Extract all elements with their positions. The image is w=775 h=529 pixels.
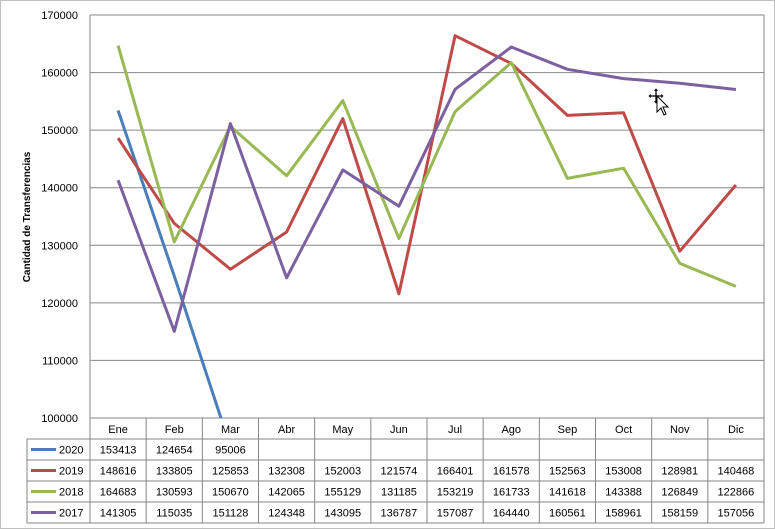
y-tick-label: 140000 [41, 183, 78, 195]
data-cell: 164440 [493, 508, 530, 520]
y-tick-label: 170000 [41, 10, 78, 22]
data-cell: 164683 [100, 487, 137, 499]
move-cursor-icon [647, 87, 670, 116]
data-cell: 133805 [156, 466, 193, 478]
data-cell: 124654 [156, 445, 193, 457]
data-cell: 157056 [718, 508, 755, 520]
legend-label: 2020 [59, 445, 83, 457]
x-tick-label: Feb [165, 424, 184, 436]
data-cell: 128981 [661, 466, 698, 478]
data-cell: 153008 [605, 466, 642, 478]
data-cell: 126849 [661, 487, 698, 499]
data-cell: 125853 [212, 466, 249, 478]
data-cell: 132308 [268, 466, 305, 478]
y-tick-label: 130000 [41, 240, 78, 252]
y-tick-label: 160000 [41, 68, 78, 80]
x-tick-label: Jul [448, 424, 462, 436]
data-cell: 95006 [215, 445, 246, 457]
data-cell: 157087 [437, 508, 474, 520]
data-cell: 153219 [437, 487, 474, 499]
x-tick-label: Sep [558, 424, 578, 436]
legend-label: 2019 [59, 466, 83, 478]
x-tick-label: Nov [670, 424, 690, 436]
data-cell: 130593 [156, 487, 193, 499]
data-cell: 142065 [268, 487, 305, 499]
x-tick-label: Abr [278, 424, 295, 436]
data-cell: 152003 [324, 466, 361, 478]
data-cell: 160561 [549, 508, 586, 520]
x-tick-label: Ene [108, 424, 128, 436]
data-cell: 166401 [437, 466, 474, 478]
data-cell: 115035 [156, 508, 192, 520]
data-cell: 124348 [268, 508, 305, 520]
x-tick-label: Dic [728, 424, 744, 436]
series-lines [116, 34, 738, 418]
data-table: Ene Feb Mar Abr May Jun Jul Ago Sep Oct Nov Dic 2020… [26, 417, 765, 524]
y-tick-label: 100000 [41, 413, 78, 425]
series-line-2018 [116, 45, 737, 288]
x-tick-label: Mar [221, 424, 240, 436]
data-cell: 131185 [381, 487, 417, 499]
y-tick-label: 110000 [42, 355, 78, 367]
x-tick-label: May [332, 424, 353, 436]
data-cell: 151128 [212, 508, 248, 520]
data-cell: 161578 [493, 466, 530, 478]
x-tick-label: Jun [390, 424, 408, 436]
legend-label: 2018 [59, 487, 83, 499]
y-tick-label: 150000 [41, 125, 78, 137]
y-axis-label: Cantidad de Transferencias [22, 151, 33, 282]
data-cell: 152563 [549, 466, 586, 478]
data-cell: 148616 [100, 466, 137, 478]
data-cell: 136787 [381, 508, 418, 520]
data-cell: 150670 [212, 487, 249, 499]
x-tick-label: Oct [615, 424, 632, 436]
data-cell: 158961 [605, 508, 642, 520]
data-cell: 143095 [324, 508, 361, 520]
legend-label: 2017 [59, 508, 83, 520]
y-tick-label: 120000 [41, 298, 78, 310]
x-tick-label: Ago [501, 424, 521, 436]
series-line-2019 [116, 34, 738, 296]
data-cell: 141618 [549, 487, 586, 499]
data-cell: 143388 [605, 487, 642, 499]
data-cell: 158159 [661, 508, 698, 520]
data-cell: 161733 [493, 487, 530, 499]
data-cell: 155129 [324, 487, 361, 499]
data-cell: 140468 [718, 466, 755, 478]
data-cell: 122866 [718, 487, 755, 499]
y-axis-ticks: 100000 110000 120000 130000 140000 150000 1600… [41, 10, 78, 425]
data-cell: 121574 [381, 466, 418, 478]
data-cell: 141305 [100, 508, 137, 520]
series-line-2017 [116, 45, 737, 333]
data-cell: 153413 [100, 445, 137, 457]
